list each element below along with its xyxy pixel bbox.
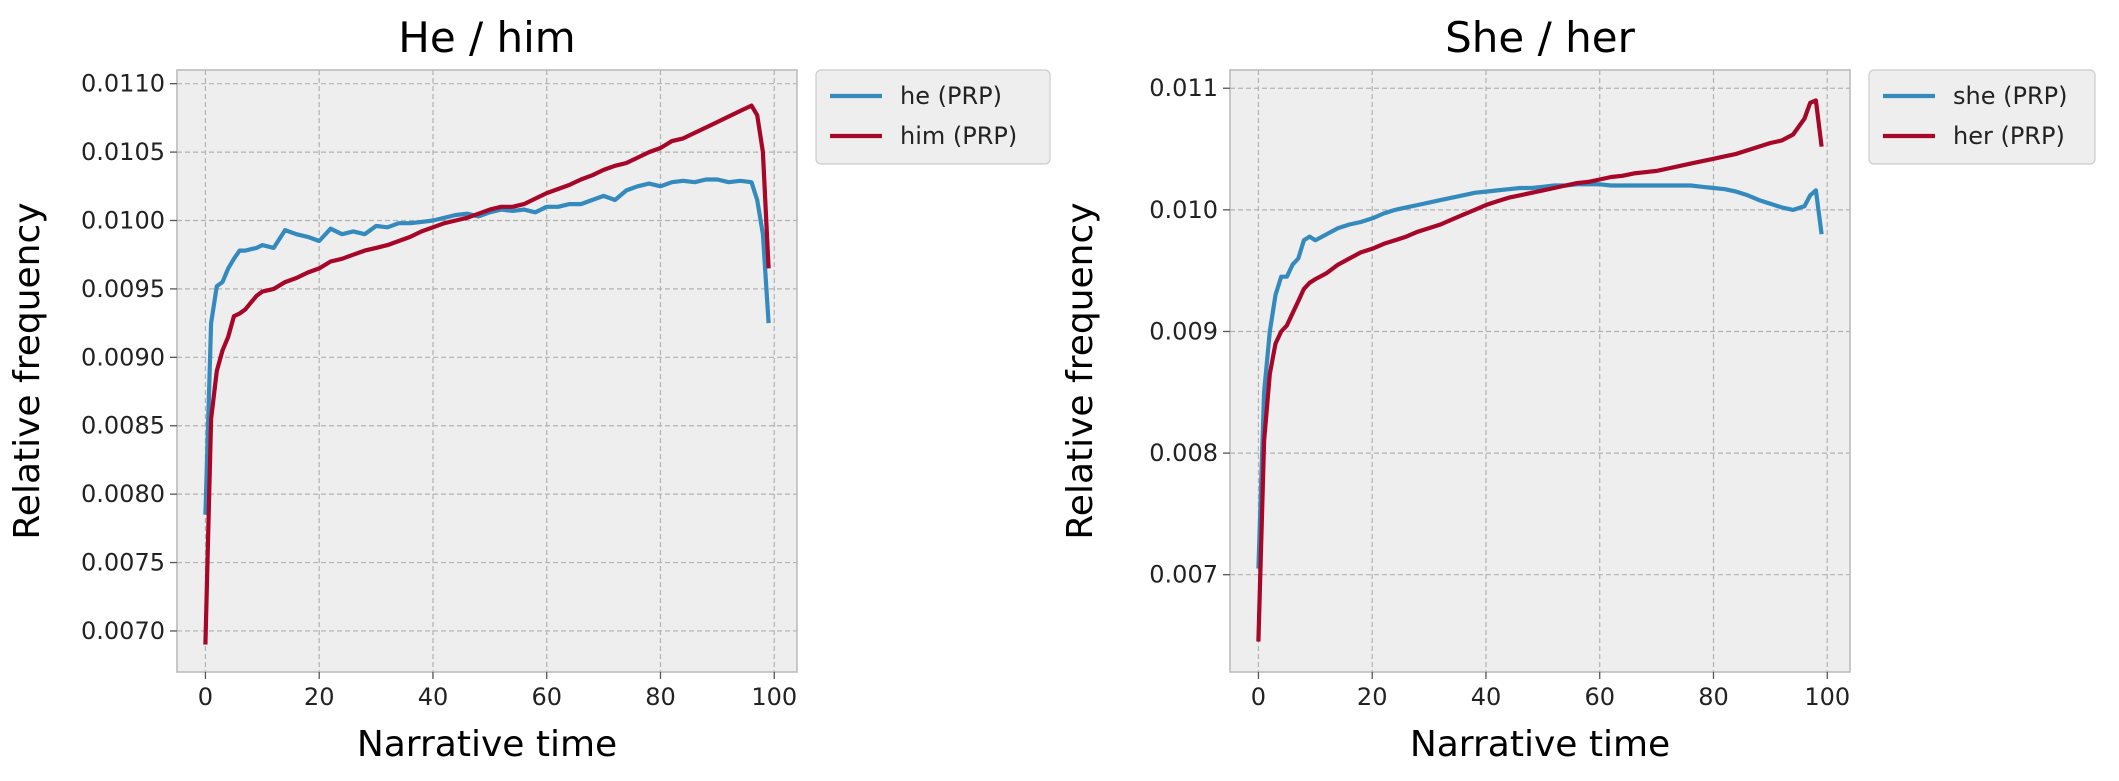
series-line-she-prp bbox=[1256, 182, 1824, 569]
y-tick-label: 0.0095 bbox=[81, 275, 165, 303]
chart-panel-she-her: 0 20 40 60 80 100 0.007 0.008 0.009 0.010 0.011 Sh… bbox=[1060, 13, 2096, 765]
plot-area-frame bbox=[1229, 69, 1851, 673]
plot-area-frame bbox=[176, 69, 798, 673]
series-lines bbox=[203, 103, 771, 645]
x-tick-label: 100 bbox=[751, 683, 797, 711]
series-line-her-prp bbox=[1256, 98, 1824, 642]
chart-panel-he-him: 0 20 40 60 80 100 0.0070 0.0075 0.0080 0.0085 0.00… bbox=[7, 13, 1051, 765]
legend-label: she (PRP) bbox=[1953, 82, 2067, 110]
series-line-him-prp bbox=[203, 103, 771, 645]
plot-area-background bbox=[177, 70, 797, 672]
y-tick-label: 0.0100 bbox=[81, 207, 165, 235]
x-tick-label: 80 bbox=[1698, 683, 1729, 711]
legend-label: her (PRP) bbox=[1953, 122, 2065, 150]
y-tick-label: 0.007 bbox=[1149, 561, 1218, 589]
series-lines bbox=[1256, 98, 1824, 642]
axis-ticks: 0 20 40 60 80 100 0.007 0.008 0.009 0.010 0.011 bbox=[1149, 74, 1850, 711]
legend: he (PRP) him (PRP) bbox=[815, 69, 1051, 165]
x-tick-label: 20 bbox=[1357, 683, 1388, 711]
chart-title: She / her bbox=[1445, 13, 1635, 62]
y-tick-label: 0.0105 bbox=[81, 138, 165, 166]
x-tick-label: 20 bbox=[304, 683, 335, 711]
legend-label: he (PRP) bbox=[900, 82, 1002, 110]
legend-frame bbox=[815, 69, 1051, 165]
legend: she (PRP) her (PRP) bbox=[1868, 69, 2096, 165]
y-tick-label: 0.0070 bbox=[81, 617, 165, 645]
y-tick-label: 0.0090 bbox=[81, 343, 165, 371]
y-tick-label: 0.008 bbox=[1149, 439, 1218, 467]
y-tick-label: 0.0075 bbox=[81, 549, 165, 577]
y-tick-label: 0.0085 bbox=[81, 412, 165, 440]
y-tick-label: 0.0080 bbox=[81, 480, 165, 508]
x-tick-label: 60 bbox=[1584, 683, 1615, 711]
x-axis-label: Narrative time bbox=[357, 724, 617, 765]
plot-area-background bbox=[1230, 70, 1850, 672]
axis-ticks: 0 20 40 60 80 100 0.0070 0.0075 0.0080 0.0085 0.00… bbox=[81, 70, 797, 711]
x-tick-label: 100 bbox=[1804, 683, 1850, 711]
x-tick-label: 80 bbox=[645, 683, 676, 711]
legend-label: him (PRP) bbox=[900, 122, 1017, 150]
x-tick-label: 40 bbox=[418, 683, 449, 711]
y-tick-label: 0.009 bbox=[1149, 317, 1218, 345]
y-axis-label: Relative frequency bbox=[7, 202, 48, 539]
y-axis-label: Relative frequency bbox=[1060, 202, 1101, 539]
x-tick-label: 0 bbox=[198, 683, 213, 711]
grid-lines bbox=[1230, 70, 1850, 672]
x-axis-label: Narrative time bbox=[1410, 724, 1670, 765]
series-line-he-prp bbox=[203, 177, 771, 515]
grid-lines bbox=[177, 70, 797, 672]
y-tick-label: 0.011 bbox=[1149, 74, 1218, 102]
x-tick-label: 40 bbox=[1471, 683, 1502, 711]
chart-title: He / him bbox=[398, 13, 575, 62]
legend-frame bbox=[1868, 69, 2096, 165]
y-tick-label: 0.010 bbox=[1149, 196, 1218, 224]
x-tick-label: 0 bbox=[1251, 683, 1266, 711]
y-tick-label: 0.0110 bbox=[81, 70, 165, 98]
x-tick-label: 60 bbox=[531, 683, 562, 711]
